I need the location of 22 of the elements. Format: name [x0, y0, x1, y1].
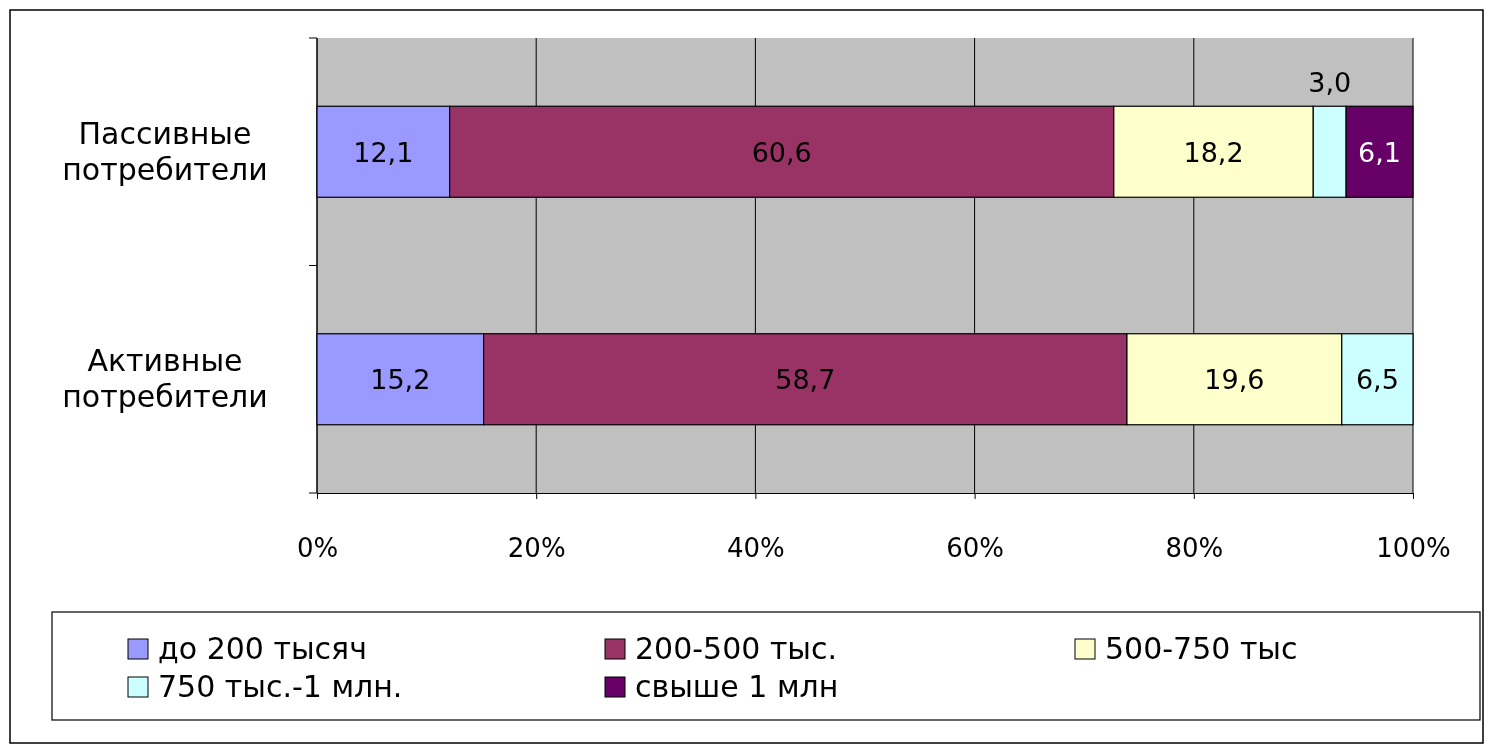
- legend-label: 500-750 тыс: [1105, 631, 1298, 666]
- y-tick-label: Пассивные потребители: [62, 115, 268, 187]
- x-tick-label: 100%: [1376, 533, 1451, 564]
- x-tick-label: 60%: [946, 533, 1004, 564]
- data-label: 18,2: [1183, 136, 1244, 168]
- x-tick-label: 40%: [727, 533, 785, 564]
- legend-label: 750 тыс.-1 млн.: [158, 669, 403, 704]
- data-label: 19,6: [1204, 364, 1265, 396]
- data-label: 15,2: [370, 364, 431, 396]
- data-label: 3,0: [1308, 67, 1352, 99]
- x-tick-label: 0%: [296, 533, 339, 564]
- data-label: 6,5: [1355, 364, 1399, 396]
- y-tick-label: Активные потребители: [62, 343, 268, 415]
- data-label: 60,6: [751, 136, 812, 168]
- x-tick-label: 80%: [1165, 533, 1224, 564]
- data-label: 6,1: [1358, 136, 1402, 168]
- x-tick-label: 20%: [507, 533, 566, 564]
- legend-label: до 200 тысяч: [158, 631, 367, 666]
- data-label: 12,1: [353, 136, 414, 168]
- data-label: 58,7: [775, 364, 836, 396]
- legend-label: свыше 1 млн: [635, 669, 839, 704]
- legend-label: 200-500 тыс.: [635, 631, 838, 666]
